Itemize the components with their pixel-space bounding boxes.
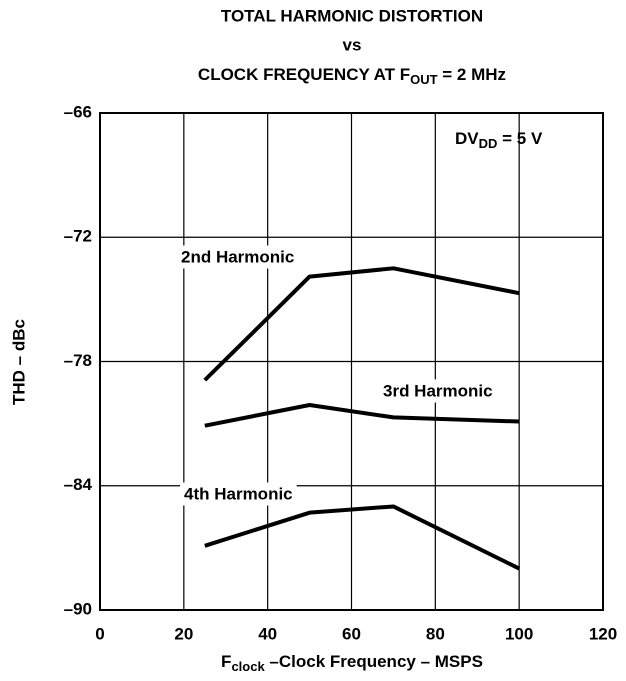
x-tick-label: 120 [589, 624, 617, 643]
y-tick-label: –84 [64, 475, 93, 494]
annotation: DVDD = 5 V [455, 129, 543, 151]
series-label: 2nd Harmonic [181, 247, 294, 266]
annotation-subscript: DD [479, 136, 498, 151]
plot-border [99, 112, 604, 611]
annotation-text: = 5 V [497, 129, 543, 148]
x-tick-label: 60 [342, 624, 361, 643]
y-tick-label: –66 [64, 102, 92, 121]
x-label-subscript: clock [231, 659, 265, 674]
label-background [177, 245, 299, 269]
series-label: 4th Harmonic [184, 484, 293, 503]
y-axis-label: THD – dBc [9, 319, 28, 405]
x-tick-label: 100 [505, 624, 533, 643]
x-label-text: F [221, 652, 231, 671]
title-text: = 2 MHz [438, 65, 507, 84]
series-line [204, 504, 521, 571]
x-tick-label: 0 [95, 624, 104, 643]
chart-title: CLOCK FREQUENCY AT FOUT = 2 MHz [198, 65, 506, 87]
series-line [204, 402, 520, 428]
series-label: 3rd Harmonic [383, 381, 493, 400]
x-tick-label: 80 [426, 624, 445, 643]
x-label-text: –Clock Frequency – MSPS [265, 652, 483, 671]
y-tick-label: –78 [64, 351, 92, 370]
series-line [203, 266, 520, 382]
label-background [180, 482, 297, 506]
x-tick-label: 20 [174, 624, 193, 643]
annotation-text: DV [455, 129, 479, 148]
chart-title: TOTAL HARMONIC DISTORTION [221, 6, 483, 25]
title-text: CLOCK FREQUENCY AT F [198, 65, 410, 84]
y-tick-label: –72 [64, 227, 92, 246]
title-subscript: OUT [410, 72, 438, 87]
x-axis-label: Fclock –Clock Frequency – MSPS [221, 652, 483, 674]
label-background [379, 379, 497, 403]
chart-title: vs [343, 35, 362, 54]
x-tick-label: 40 [258, 624, 277, 643]
y-tick-label: –90 [64, 599, 92, 618]
